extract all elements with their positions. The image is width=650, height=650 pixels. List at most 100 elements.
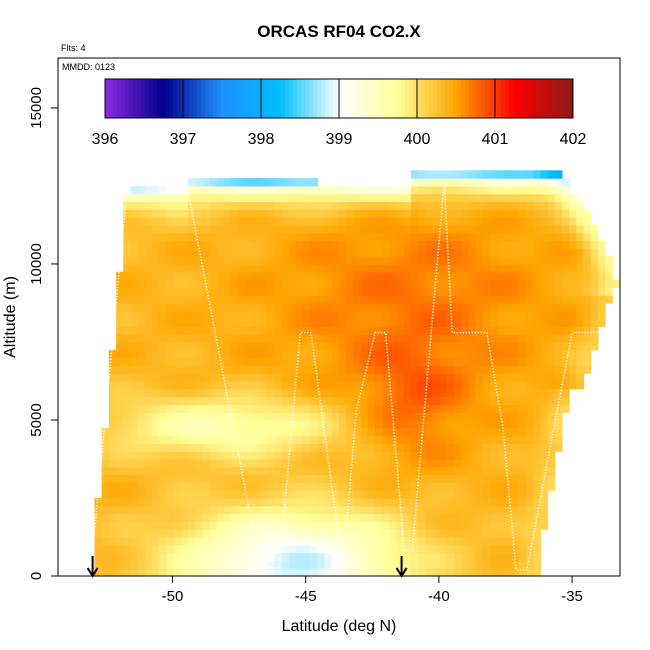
x-axis-ticks: -50 -45 -40 -35 [162,576,583,605]
heat-cell [144,232,153,242]
heat-cell [403,459,412,468]
heat-cell [396,412,405,421]
heat-cell [166,310,175,320]
heat-cell [403,466,412,476]
heat-cell [108,490,117,499]
heat-cell [454,513,462,522]
heat-cell [475,388,484,398]
heat-cell [324,373,333,382]
heat-cell [159,498,167,507]
heat-cell [482,170,491,179]
heat-cell [490,451,498,460]
heat-cell [231,427,239,437]
heat-cell [152,388,160,398]
heat-cell [195,271,203,281]
heat-cell [324,201,333,210]
heat-cell [173,224,182,234]
heat-cell [511,303,520,312]
heat-cell [418,529,426,538]
heat-cell [569,201,577,210]
heat-cell [389,295,398,304]
heat-cell [123,248,132,257]
heat-cell [274,537,283,546]
heat-cell [490,435,498,444]
heat-cell [432,474,441,483]
heat-cell [439,334,448,343]
heat-cell [152,342,160,351]
heat-cell [410,240,419,249]
heat-cell [389,459,398,468]
heat-cell [583,256,592,265]
heat-cell [238,373,247,382]
heat-cell [482,295,491,304]
heat-cell [259,209,268,218]
heat-cell [166,318,175,327]
heat-cell [274,451,283,460]
heat-cell [259,326,268,335]
heat-cell [123,513,132,522]
heat-cell [339,544,347,554]
heat-cell [446,178,455,187]
heat-cell [303,521,311,530]
heat-cell [569,248,577,257]
heat-cell [605,287,613,296]
heat-cell [446,513,455,522]
heat-cell [310,388,318,398]
heat-cell [511,388,520,398]
heat-cell [173,193,182,203]
heat-cell [490,420,498,429]
heat-cell [317,513,326,522]
heat-cell [511,310,520,320]
heat-cell [461,209,470,218]
heat-cell [439,513,448,522]
heat-cell [339,498,347,507]
heat-cell [130,443,139,452]
heat-cell [490,490,498,499]
heat-cell [339,248,347,257]
heat-cell [410,248,419,257]
heat-cell [547,396,556,405]
heat-cell [561,396,570,405]
heat-cell [561,342,570,351]
heat-cell [561,334,570,343]
heat-cell [475,295,484,304]
heat-cell [252,381,261,390]
heat-cell [425,404,434,413]
heat-cell [418,342,426,351]
heat-cell [274,381,283,390]
heat-cell [497,193,505,203]
heat-cell [576,240,585,249]
heat-cell [482,451,491,460]
heat-cell [202,568,211,577]
heat-cell [108,349,117,359]
heat-cell [540,271,549,281]
heat-cell [180,279,189,288]
heat-cell [410,459,419,468]
heat-cell [375,318,383,327]
heat-cell [173,256,182,265]
heat-cell [590,287,599,296]
heat-cell [490,256,498,265]
heat-cell [310,279,318,288]
heat-cell [590,303,599,312]
heat-cell [166,513,175,522]
heat-cell [396,420,405,429]
heat-cell [252,466,261,476]
heat-cell [597,271,606,281]
heat-cell [274,264,283,273]
heat-cell [310,544,318,554]
heat-cell [188,318,196,327]
heat-cell [295,544,304,554]
heat-cell [324,326,333,335]
heat-cell [403,357,412,366]
heat-cell [425,443,434,452]
heat-cell [547,381,556,390]
heat-cell [223,217,232,226]
heat-cell [173,334,182,343]
heat-cell [144,373,153,382]
heat-cell [281,396,290,405]
heat-cell [310,443,318,452]
heat-cell [490,443,498,452]
heat-cell [324,505,333,515]
heat-cell [281,357,290,366]
